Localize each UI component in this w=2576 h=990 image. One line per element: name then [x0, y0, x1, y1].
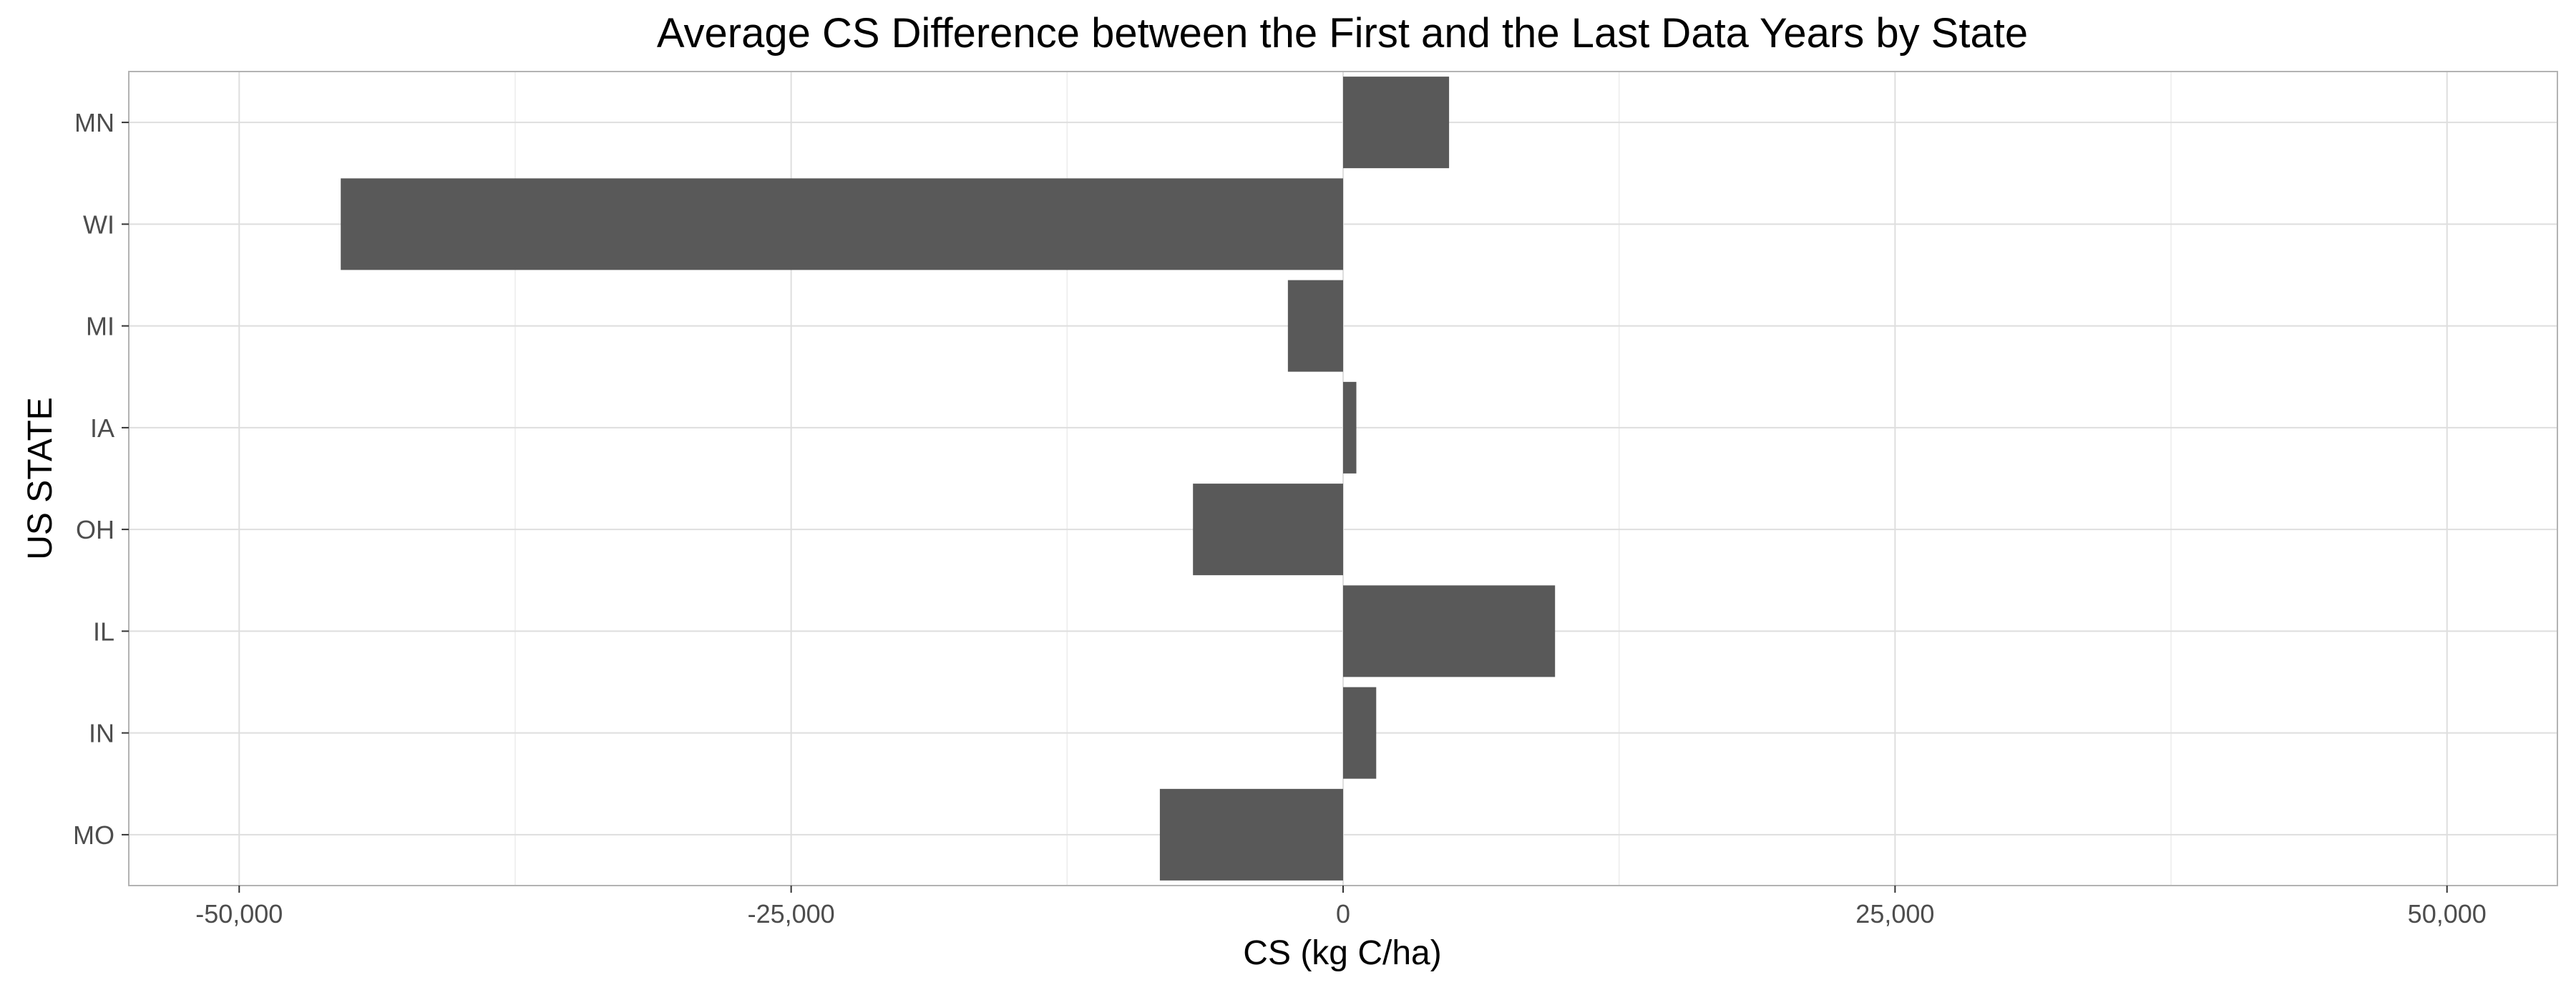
- x-tick-label: 0: [1336, 899, 1350, 928]
- y-tick-label-ia: IA: [90, 413, 114, 443]
- chart-title: Average CS Difference between the First …: [657, 10, 2028, 57]
- y-tick-label-oh: OH: [76, 515, 114, 544]
- y-tick-label-mn: MN: [74, 108, 114, 137]
- bar-mn: [1343, 77, 1450, 169]
- x-tick-label: -25,000: [748, 899, 835, 928]
- y-axis: MN WI MI IA OH IL IN MO: [73, 108, 129, 850]
- bar-oh: [1193, 484, 1343, 576]
- bar-mo: [1159, 788, 1343, 881]
- x-tick-label: -50,000: [195, 899, 283, 928]
- y-axis-title: US STATE: [21, 397, 59, 560]
- bar-ia: [1343, 381, 1357, 474]
- y-tick-label-mi: MI: [86, 312, 114, 341]
- bar-il: [1343, 585, 1556, 677]
- bar-in: [1343, 687, 1377, 779]
- x-tick-label: 50,000: [2408, 899, 2487, 928]
- y-tick-label-in: IN: [89, 719, 114, 748]
- y-tick-label-mo: MO: [73, 820, 114, 850]
- x-axis-title: CS (kg C/ha): [1243, 934, 1441, 972]
- x-axis: -50,000 -25,000 0 25,000 50,000: [195, 886, 2487, 928]
- bar-mi: [1287, 280, 1343, 372]
- bar-wi: [341, 178, 1344, 270]
- y-tick-label-il: IL: [93, 617, 114, 646]
- x-tick-label: 25,000: [1855, 899, 1934, 928]
- bars: [341, 77, 1556, 881]
- y-tick-label-wi: WI: [83, 210, 114, 239]
